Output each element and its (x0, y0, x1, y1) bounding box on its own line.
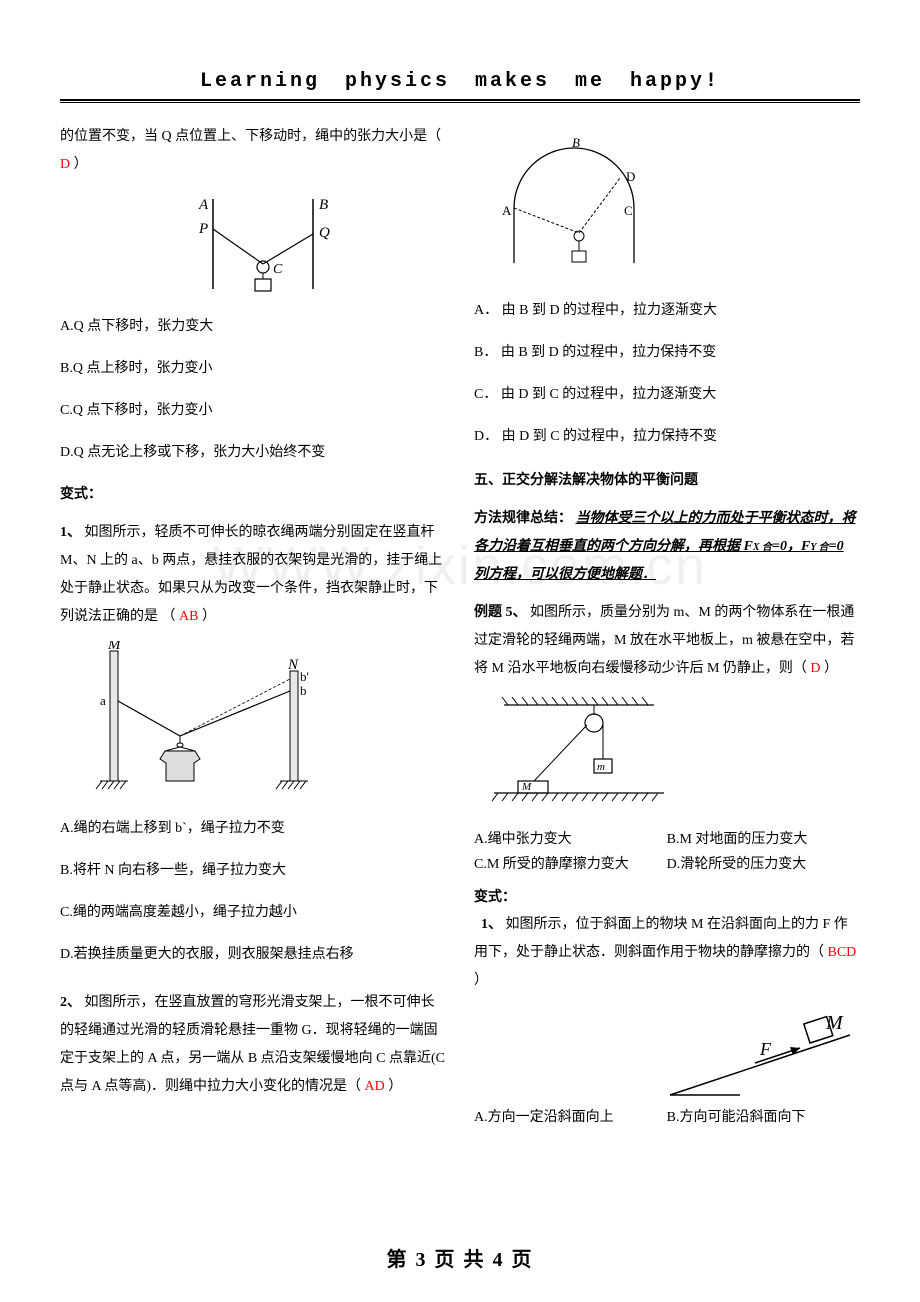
label-Q: Q (319, 225, 330, 241)
figure-clothesline: M N a b b' (70, 641, 330, 801)
header-rule (60, 99, 860, 103)
label-a: a (100, 693, 106, 708)
v5-B: B.方向可能沿斜面向下 (667, 1105, 856, 1130)
ex5-D: D.滑轮所受的压力变大 (667, 852, 856, 877)
ex5-C: C.M 所受的静摩擦力变大 (474, 852, 663, 877)
f3-D: D (626, 169, 635, 184)
ex5-opts-row2: C.M 所受的静摩擦力变大 D.滑轮所受的压力变大 (474, 852, 860, 877)
left-column: 的位置不变，当 Q 点位置上、下移动时，绳中的张力大小是（ D ） A B P … (60, 123, 446, 1130)
label-B: B (319, 197, 328, 213)
label-A: A (198, 197, 209, 213)
page-footer: 第 3 页 共 4 页 (0, 1243, 920, 1272)
intro-body: 的位置不变，当 Q 点位置上、下移动时，绳中的张力大小是（ (60, 129, 441, 144)
f4-m: m (597, 761, 605, 773)
two-column-layout: 的位置不变，当 Q 点位置上、下移动时，绳中的张力大小是（ D ） A B P … (60, 123, 860, 1130)
example5-text: 例题 5、 如图所示，质量分别为 m、M 的两个物体系在一根通过定滑轮的轻绳两端… (474, 599, 860, 683)
method-y: Y 合 (810, 542, 828, 553)
v1-answer: AB (179, 609, 198, 624)
v1opt-A: A.绳的右端上移到 b`，绳子拉力不变 (60, 815, 446, 843)
method-eq1: =0，F (772, 539, 810, 554)
label-bp: b' (300, 669, 309, 684)
v2-answer: AD (365, 1079, 385, 1094)
v5-A: A.方向一定沿斜面向上 (474, 1105, 663, 1130)
figure-pq-rope: A B P Q C (153, 189, 353, 299)
page: WWW.zixin.com.cn Learning physics makes … (0, 0, 920, 1180)
intro-answer: D (60, 157, 70, 172)
optQ-D: D.Q 点无论上移或下移，张力大小始终不变 (60, 439, 446, 467)
f3-opt-B: B． 由 B 到 D 的过程中，拉力保持不变 (474, 339, 860, 367)
figure-dome-bracket: A B C D (484, 133, 684, 283)
label-C: C (273, 262, 283, 277)
label-b: b (300, 683, 307, 698)
ex5-close: ） (824, 661, 838, 676)
f3-C: C (624, 203, 633, 218)
v1-close: ） (202, 609, 216, 624)
f5-M: M (825, 1012, 844, 1034)
v2-close: ） (388, 1079, 402, 1094)
optQ-B: B.Q 点上移时，张力变小 (60, 355, 446, 383)
optQ-A: A.Q 点下移时，张力变大 (60, 313, 446, 341)
intro-text: 的位置不变，当 Q 点位置上、下移动时，绳中的张力大小是（ D ） (60, 123, 446, 179)
v1-prefix: 1、 (60, 525, 81, 540)
ex5-body: 如图所示，质量分别为 m、M 的两个物体系在一根通过定滑轮的轻绳两端，M 放在水… (474, 605, 854, 676)
f5-F: F (759, 1039, 772, 1059)
variant-label-left: 变式： (60, 481, 446, 509)
method-x: X 合 (753, 542, 772, 553)
v1opt-C: C.绳的两端高度差越小，绳子拉力越小 (60, 899, 446, 927)
rv1-close: ） (474, 973, 488, 988)
v1opt-D: D.若换挂质量更大的衣服，则衣服架悬挂点右移 (60, 941, 446, 969)
figure-incline: F M (660, 1005, 860, 1105)
right-v1-text: 1、 如图所示，位于斜面上的物块 M 在沿斜面向上的力 F 作用下，处于静止状态… (474, 911, 860, 995)
method-summary: 方法规律总结： 当物体受三个以上的力而处于平衡状态时，将各力沿着互相垂直的两个方… (474, 505, 860, 589)
label-P: P (198, 221, 208, 237)
ex5-answer: D (810, 661, 820, 676)
header-title: Learning physics makes me happy! (60, 70, 860, 93)
label-M: M (107, 641, 122, 653)
f3-opt-A: A． 由 B 到 D 的过程中，拉力逐渐变大 (474, 297, 860, 325)
f3-opt-D: D． 由 D 到 C 的过程中，拉力保持不变 (474, 423, 860, 451)
ex5-label: 例题 5、 (474, 605, 527, 620)
variant1-text: 1、 如图所示，轻质不可伸长的晾衣绳两端分别固定在竖直杆 M、N 上的 a、b … (60, 519, 446, 631)
variant-label-right: 变式： (474, 885, 860, 910)
f4-M: M (521, 781, 532, 793)
figure-pulley: M m (484, 693, 684, 813)
rv1-prefix: 1、 (481, 917, 502, 932)
optQ-C: C.Q 点下移时，张力变小 (60, 397, 446, 425)
v1-body: 如图所示，轻质不可伸长的晾衣绳两端分别固定在竖直杆 M、N 上的 a、b 两点，… (60, 525, 442, 624)
v2-prefix: 2、 (60, 995, 81, 1010)
ex5-B: B.M 对地面的压力变大 (667, 827, 856, 852)
f3-opt-C: C． 由 D 到 C 的过程中，拉力逐渐变大 (474, 381, 860, 409)
v5-opts-row: A.方向一定沿斜面向上 B.方向可能沿斜面向下 (474, 1105, 860, 1130)
section5-title: 五、正交分解法解决物体的平衡问题 (474, 467, 860, 495)
f3-B: B (572, 135, 580, 150)
variant2-text: 2、 如图所示，在竖直放置的穹形光滑支架上，一根不可伸长的轻绳通过光滑的轻质滑轮… (60, 989, 446, 1101)
f3-A: A (502, 203, 512, 218)
rv1-answer: BCD (828, 945, 857, 960)
ex5-A: A.绳中张力变大 (474, 827, 663, 852)
label-N: N (287, 657, 299, 673)
v1opt-B: B.将杆 N 向右移一些，绳子拉力变大 (60, 857, 446, 885)
rv1-body: 如图所示，位于斜面上的物块 M 在沿斜面向上的力 F 作用下，处于静止状态．则斜… (474, 917, 848, 960)
intro-close: ） (74, 157, 88, 172)
ex5-opts-row1: A.绳中张力变大 B.M 对地面的压力变大 (474, 827, 860, 852)
right-column: A B C D A． 由 B 到 D 的过程中，拉力逐渐变大 B． 由 B 到 … (474, 123, 860, 1130)
method-label: 方法规律总结： (474, 511, 572, 526)
